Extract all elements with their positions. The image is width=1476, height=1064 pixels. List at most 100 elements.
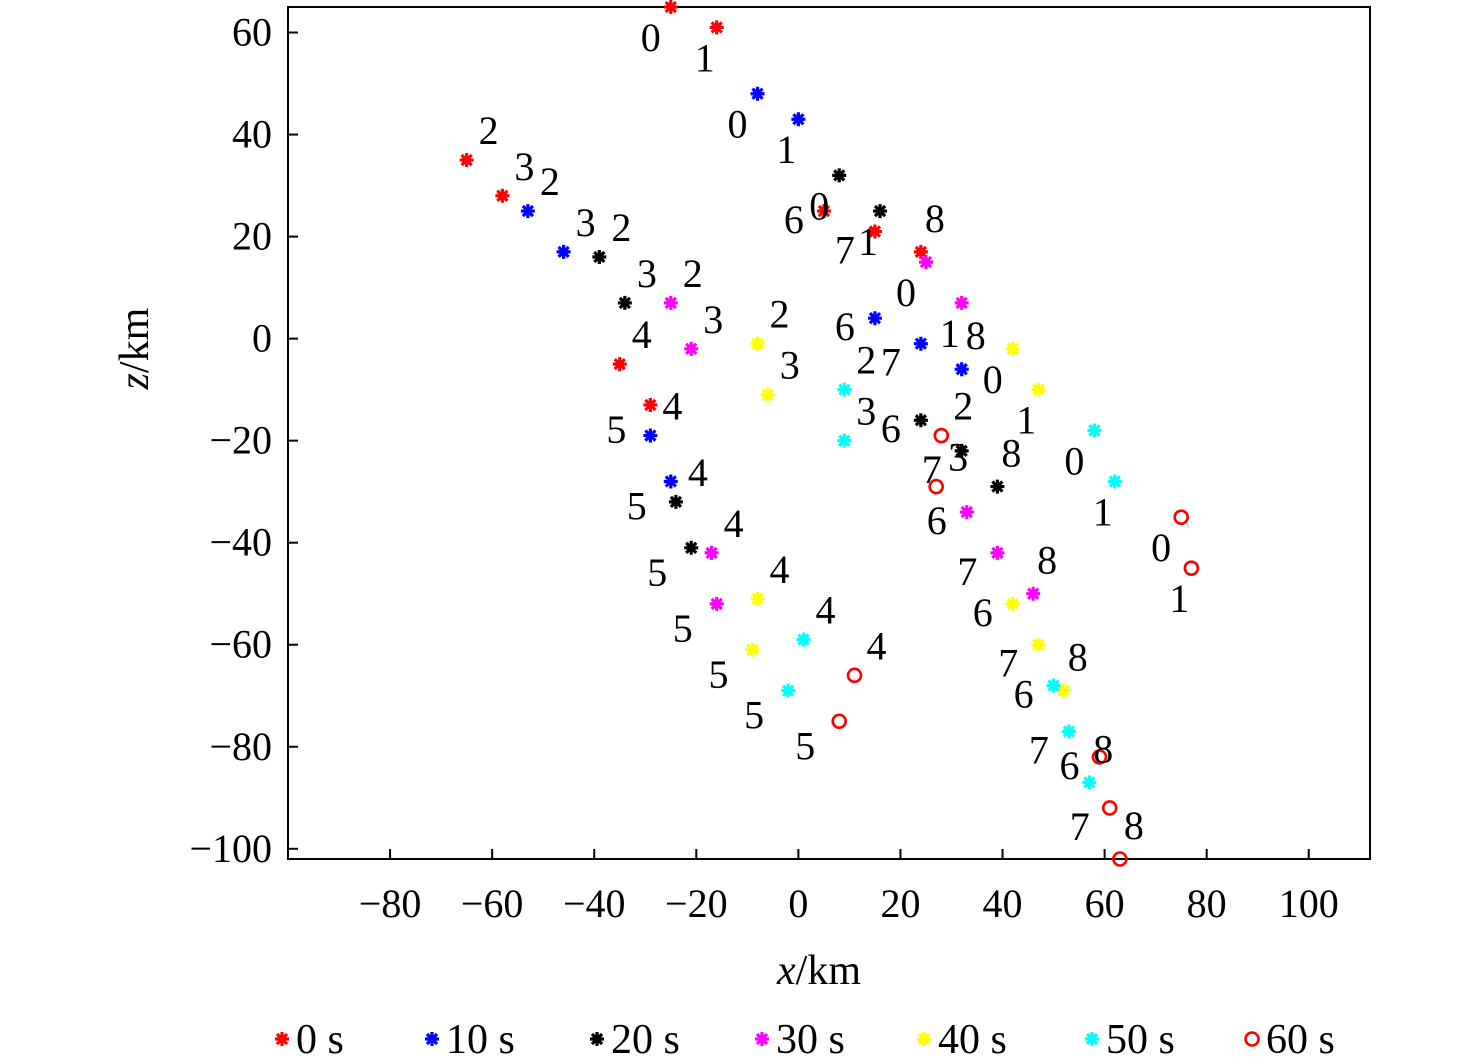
- legend-label: 60 s: [1266, 1017, 1335, 1063]
- point-label: 3: [637, 251, 657, 296]
- point-label: 1: [1093, 489, 1113, 534]
- data-point: [684, 341, 699, 356]
- x-tick-label: −20: [665, 881, 728, 926]
- point-label: 0: [983, 357, 1003, 402]
- x-tick-label: −40: [563, 881, 626, 926]
- legend-marker: [1244, 1031, 1260, 1047]
- legend-marker: [755, 1032, 769, 1046]
- point-label: 2: [611, 205, 631, 250]
- point-label: 5: [744, 693, 764, 738]
- point-label: 4: [632, 312, 652, 357]
- point-label: 6: [927, 498, 947, 543]
- legend-item: 10 s: [425, 1017, 515, 1063]
- data-point: [760, 387, 775, 402]
- y-tick-label: −60: [209, 622, 272, 667]
- data-point: [520, 204, 535, 219]
- legend-marker: [590, 1032, 604, 1046]
- point-label: 7: [1070, 804, 1090, 849]
- data-point: [913, 413, 928, 428]
- data-point: [1183, 560, 1200, 576]
- data-point: [1026, 586, 1041, 601]
- data-point: [837, 433, 852, 448]
- point-label: 2: [953, 384, 973, 429]
- point-label: 1: [1169, 576, 1189, 621]
- data-point: [1061, 724, 1076, 739]
- data-point: [556, 244, 571, 259]
- data-point: [1173, 509, 1189, 525]
- point-label: 0: [896, 270, 916, 315]
- y-axis-title: z/km: [112, 307, 158, 390]
- point-label: 8: [925, 196, 945, 241]
- point-label: 7: [957, 549, 977, 594]
- point-label: 8: [966, 313, 986, 358]
- legend-label: 10 s: [446, 1017, 515, 1063]
- data-point: [1091, 749, 1108, 765]
- data-point: [867, 311, 882, 326]
- data-point: [1031, 637, 1046, 652]
- data-point: [643, 428, 658, 443]
- x-tick-label: 60: [1085, 881, 1125, 926]
- data-point: [612, 357, 627, 372]
- legend-item: 30 s: [755, 1017, 845, 1063]
- y-tick-label: 60: [232, 10, 272, 55]
- y-tick-label: −40: [209, 520, 272, 565]
- point-label: 6: [881, 406, 901, 451]
- data-point: [704, 545, 719, 560]
- point-label: 0: [1151, 525, 1171, 570]
- y-tick-label: 40: [232, 112, 272, 157]
- point-label: 5: [606, 407, 626, 452]
- legend-label: 30 s: [776, 1017, 845, 1063]
- data-point: [1087, 423, 1102, 438]
- legend-item: 0 s: [275, 1017, 344, 1063]
- data-point: [495, 188, 510, 203]
- legend-item: 60 s: [1244, 1017, 1335, 1063]
- point-label: 5: [708, 652, 728, 697]
- x-axis-unit: /km: [796, 948, 862, 994]
- point-label: 7: [922, 447, 942, 492]
- data-point: [745, 642, 760, 657]
- point-label: 6: [1060, 743, 1080, 788]
- point-label: 5: [627, 483, 647, 528]
- x-tick-label: 40: [983, 881, 1023, 926]
- point-label: 4: [815, 588, 835, 633]
- data-point: [1101, 800, 1118, 816]
- legend-marker: [275, 1032, 289, 1046]
- legend-item: 40 s: [917, 1017, 1007, 1063]
- point-label: 7: [998, 641, 1018, 686]
- data-point: [684, 540, 699, 555]
- data-point: [990, 545, 1005, 560]
- y-axis-variable: z: [112, 373, 158, 390]
- data-point: [954, 295, 969, 310]
- data-point: [954, 362, 969, 377]
- x-tick-label: 0: [788, 881, 808, 926]
- point-label: 0: [809, 183, 829, 228]
- legend-item: 20 s: [590, 1017, 680, 1063]
- data-point: [750, 336, 765, 351]
- point-label: 2: [479, 108, 499, 153]
- data-point: [832, 168, 847, 183]
- y-tick-label: −100: [189, 826, 272, 871]
- legend-label: 0 s: [296, 1017, 344, 1063]
- data-point: [668, 494, 683, 509]
- data-point: [617, 295, 632, 310]
- point-label: 1: [1016, 398, 1036, 443]
- legend-marker: [1085, 1032, 1099, 1046]
- data-point: [709, 20, 724, 35]
- data-point: [663, 474, 678, 489]
- data-point: [781, 683, 796, 698]
- x-tick-label: 20: [880, 881, 920, 926]
- data-point: [643, 397, 658, 412]
- point-label: 4: [867, 623, 887, 668]
- point-label: 8: [1093, 726, 1113, 771]
- point-label: 0: [641, 15, 661, 60]
- data-point: [1112, 851, 1128, 867]
- data-point: [592, 249, 607, 264]
- point-label: 6: [1014, 672, 1034, 717]
- data-point: [1082, 775, 1097, 790]
- data-point: [837, 382, 852, 397]
- x-tick-label: 100: [1279, 881, 1339, 926]
- point-label: 3: [576, 200, 596, 245]
- point-label: 2: [683, 251, 703, 296]
